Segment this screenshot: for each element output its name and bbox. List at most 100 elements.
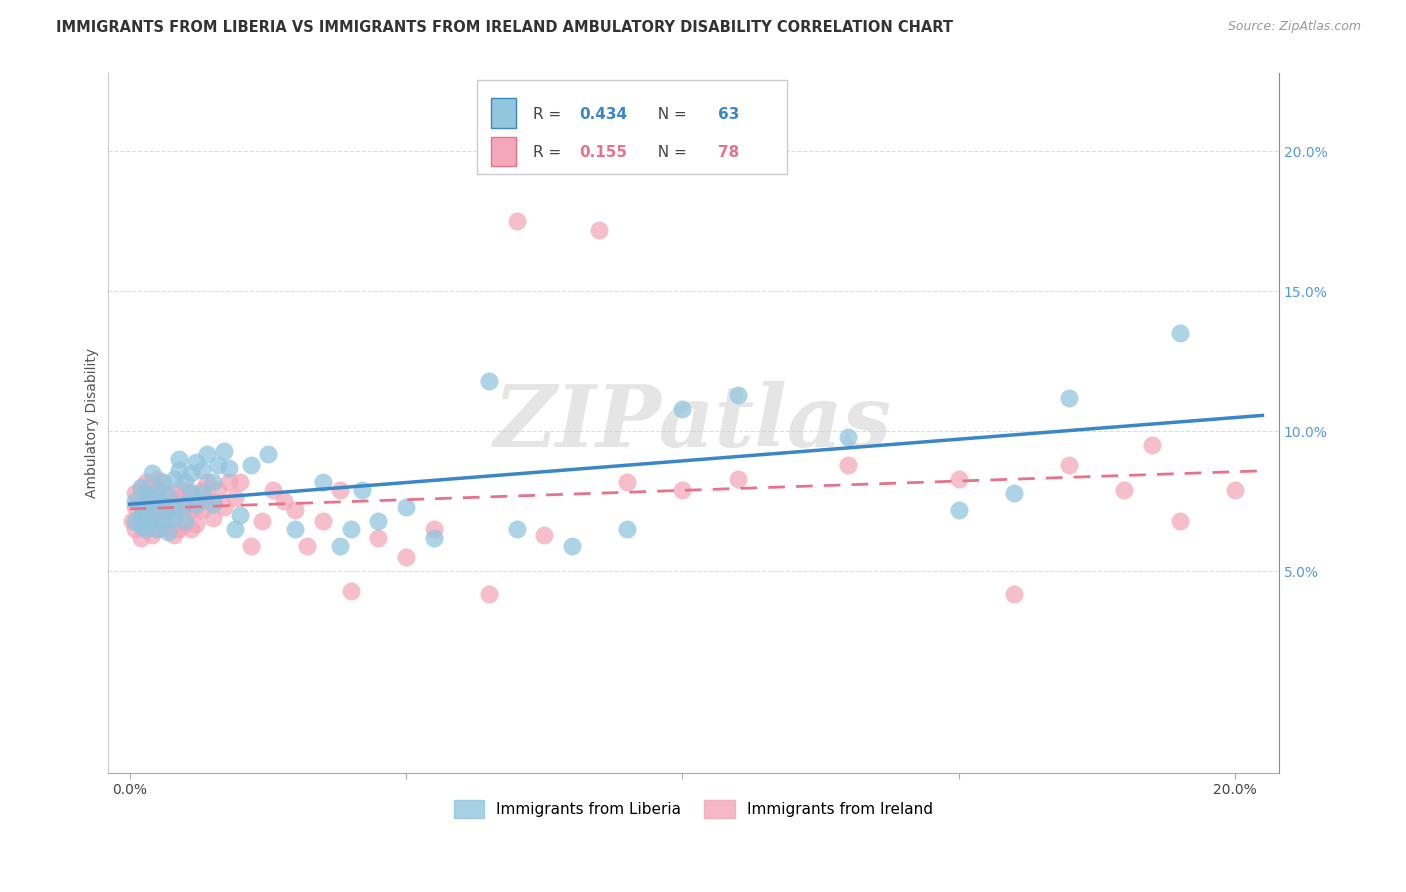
Point [179,467,201,481]
Point [163,494,186,508]
Point [141,494,163,508]
Point [179,486,201,500]
Point [201,475,224,489]
Point [1140,438,1163,452]
Point [184,455,207,469]
Point [152,475,174,489]
Point [201,497,224,511]
Text: N =: N = [648,145,692,160]
Point [146,483,169,497]
Point [948,502,970,516]
Point [152,516,174,531]
Point [837,430,859,444]
Point [174,514,197,528]
Point [163,511,186,525]
Text: R =: R = [533,107,567,122]
Point [174,497,197,511]
Point [561,539,583,553]
Point [124,514,146,528]
Point [135,475,157,489]
Point [201,494,224,508]
Point [312,475,335,489]
Point [195,475,218,489]
Point [350,483,373,497]
Point [505,522,527,536]
Point [478,374,501,388]
Point [124,494,146,508]
Point [135,505,157,519]
Point [152,500,174,514]
Point [129,531,152,545]
Point [157,505,180,519]
Point [240,458,263,472]
Point [252,514,274,528]
Point [121,514,143,528]
Point [129,519,152,533]
Point [207,483,229,497]
Text: N =: N = [648,107,692,122]
Point [146,500,169,514]
Point [837,458,859,472]
Point [169,502,191,516]
Point [218,460,240,475]
Point [262,483,284,497]
Point [169,452,191,467]
Point [671,483,693,497]
Text: 78: 78 [718,145,740,160]
Point [179,502,201,516]
Point [169,463,191,477]
Point [588,223,610,237]
Point [157,524,180,539]
Point [163,528,186,542]
Text: IMMIGRANTS FROM LIBERIA VS IMMIGRANTS FROM IRELAND AMBULATORY DISABILITY CORRELA: IMMIGRANTS FROM LIBERIA VS IMMIGRANTS FR… [56,20,953,35]
Point [129,508,152,523]
Point [174,475,197,489]
Point [367,531,389,545]
Point [163,511,186,525]
Point [339,522,361,536]
Point [135,505,157,519]
Point [224,491,246,506]
Point [129,480,152,494]
Point [1057,391,1080,405]
Point [395,500,418,514]
Point [671,401,693,416]
Point [184,497,207,511]
Point [1114,483,1136,497]
Point [179,486,201,500]
Point [616,522,638,536]
Point [1168,514,1191,528]
Point [146,522,169,536]
Point [152,497,174,511]
Point [1168,326,1191,341]
Point [273,494,295,508]
Point [135,491,157,506]
Point [948,472,970,486]
Point [1002,486,1025,500]
Point [129,514,152,528]
Point [146,489,169,503]
Point [184,516,207,531]
Point [152,514,174,528]
Point [141,514,163,528]
Point [257,447,280,461]
Point [329,539,352,553]
Point [207,458,229,472]
Bar [477,80,787,175]
Point [367,514,389,528]
Point [190,502,212,516]
Point [533,528,555,542]
Point [129,497,152,511]
Point [135,522,157,536]
Point [284,522,307,536]
Point [157,489,180,503]
Point [124,486,146,500]
Point [124,522,146,536]
Point [169,522,191,536]
Text: R =: R = [533,145,567,160]
Point [190,483,212,497]
Point [329,483,352,497]
Point [146,472,169,486]
Point [224,522,246,536]
Point [146,505,169,519]
